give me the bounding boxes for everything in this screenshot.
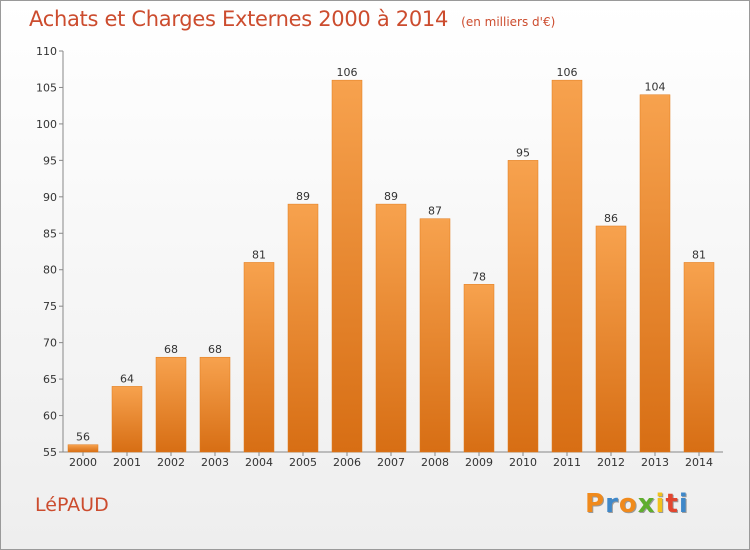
logo-letter: o [618, 489, 638, 519]
y-tick-label: 105 [36, 81, 57, 94]
data-label-2011: 106 [557, 66, 578, 79]
x-tick-label: 2004 [245, 456, 273, 469]
logo-letter: t [665, 489, 679, 519]
chart-title-row: Achats et Charges Externes 2000 à 2014 (… [29, 7, 555, 31]
y-tick-label: 70 [43, 337, 57, 350]
data-label-2010: 95 [516, 146, 530, 159]
chart-title: Achats et Charges Externes 2000 à 2014 [29, 7, 449, 31]
logo-letter: x [637, 489, 656, 519]
data-label-2007: 89 [384, 190, 398, 203]
y-tick-label: 110 [36, 45, 57, 58]
bar-2005 [287, 203, 319, 453]
logo-letter: i [655, 489, 666, 519]
y-tick-label: 85 [43, 227, 57, 240]
bar-2010 [507, 160, 539, 453]
logo-letter: r [605, 489, 619, 519]
data-label-2013: 104 [645, 81, 666, 94]
bar-2012 [595, 225, 627, 453]
data-label-2002: 68 [164, 343, 178, 356]
data-label-2000: 56 [76, 431, 90, 444]
data-label-2003: 68 [208, 343, 222, 356]
x-tick-label: 2013 [641, 456, 669, 469]
bar-2003 [199, 356, 231, 453]
x-tick-label: 2001 [113, 456, 141, 469]
data-label-2006: 106 [337, 66, 358, 79]
data-label-2008: 87 [428, 205, 442, 218]
proxiti-logo: Proxiti [585, 489, 689, 519]
x-tick-label: 2014 [685, 456, 713, 469]
y-tick-label: 55 [43, 446, 57, 459]
bar-2006 [331, 79, 363, 453]
y-tick-label: 60 [43, 410, 57, 423]
bar-2008 [419, 218, 451, 453]
x-tick-label: 2010 [509, 456, 537, 469]
bar-2009 [463, 284, 495, 453]
data-label-2012: 86 [604, 212, 618, 225]
axes: 55 60 65 70 75 80 85 90 95 100 105 110 2000 2001 2002 2… [36, 45, 723, 469]
data-label-2005: 89 [296, 190, 310, 203]
chart-unit-label: (en milliers d'€) [461, 15, 556, 29]
bar-2007 [375, 203, 407, 453]
x-tick-label: 2009 [465, 456, 493, 469]
bar-2014 [683, 262, 715, 453]
logo-letter: i [678, 489, 689, 519]
x-tick-label: 2008 [421, 456, 449, 469]
y-tick-label: 100 [36, 118, 57, 131]
data-labels: 56 64 68 68 81 89 106 89 87 78 95 106 86 104 81 [76, 66, 706, 444]
x-tick-label: 2000 [69, 456, 97, 469]
x-tick-label: 2006 [333, 456, 361, 469]
bar-2000 [67, 444, 99, 453]
y-tick-label: 90 [43, 191, 57, 204]
bar-2013 [639, 94, 671, 453]
x-tick-label: 2012 [597, 456, 625, 469]
bars [67, 79, 715, 453]
logo-letter: P [585, 489, 606, 519]
bar-2002 [155, 356, 187, 453]
data-label-2004: 81 [252, 248, 266, 261]
bar-2001 [111, 386, 143, 453]
bar-2004 [243, 262, 275, 453]
x-tick-label: 2002 [157, 456, 185, 469]
x-tick-label: 2007 [377, 456, 405, 469]
bar-2011 [551, 79, 583, 453]
x-tick-label: 2005 [289, 456, 317, 469]
y-tick-label: 95 [43, 154, 57, 167]
x-tick-label: 2003 [201, 456, 229, 469]
y-tick-label: 65 [43, 373, 57, 386]
data-label-2014: 81 [692, 248, 706, 261]
y-tick-label: 75 [43, 300, 57, 313]
data-label-2001: 64 [120, 372, 134, 385]
x-tick-label: 2011 [553, 456, 581, 469]
y-tick-label: 80 [43, 264, 57, 277]
data-label-2009: 78 [472, 270, 486, 283]
commune-name: LéPAUD [35, 494, 109, 516]
